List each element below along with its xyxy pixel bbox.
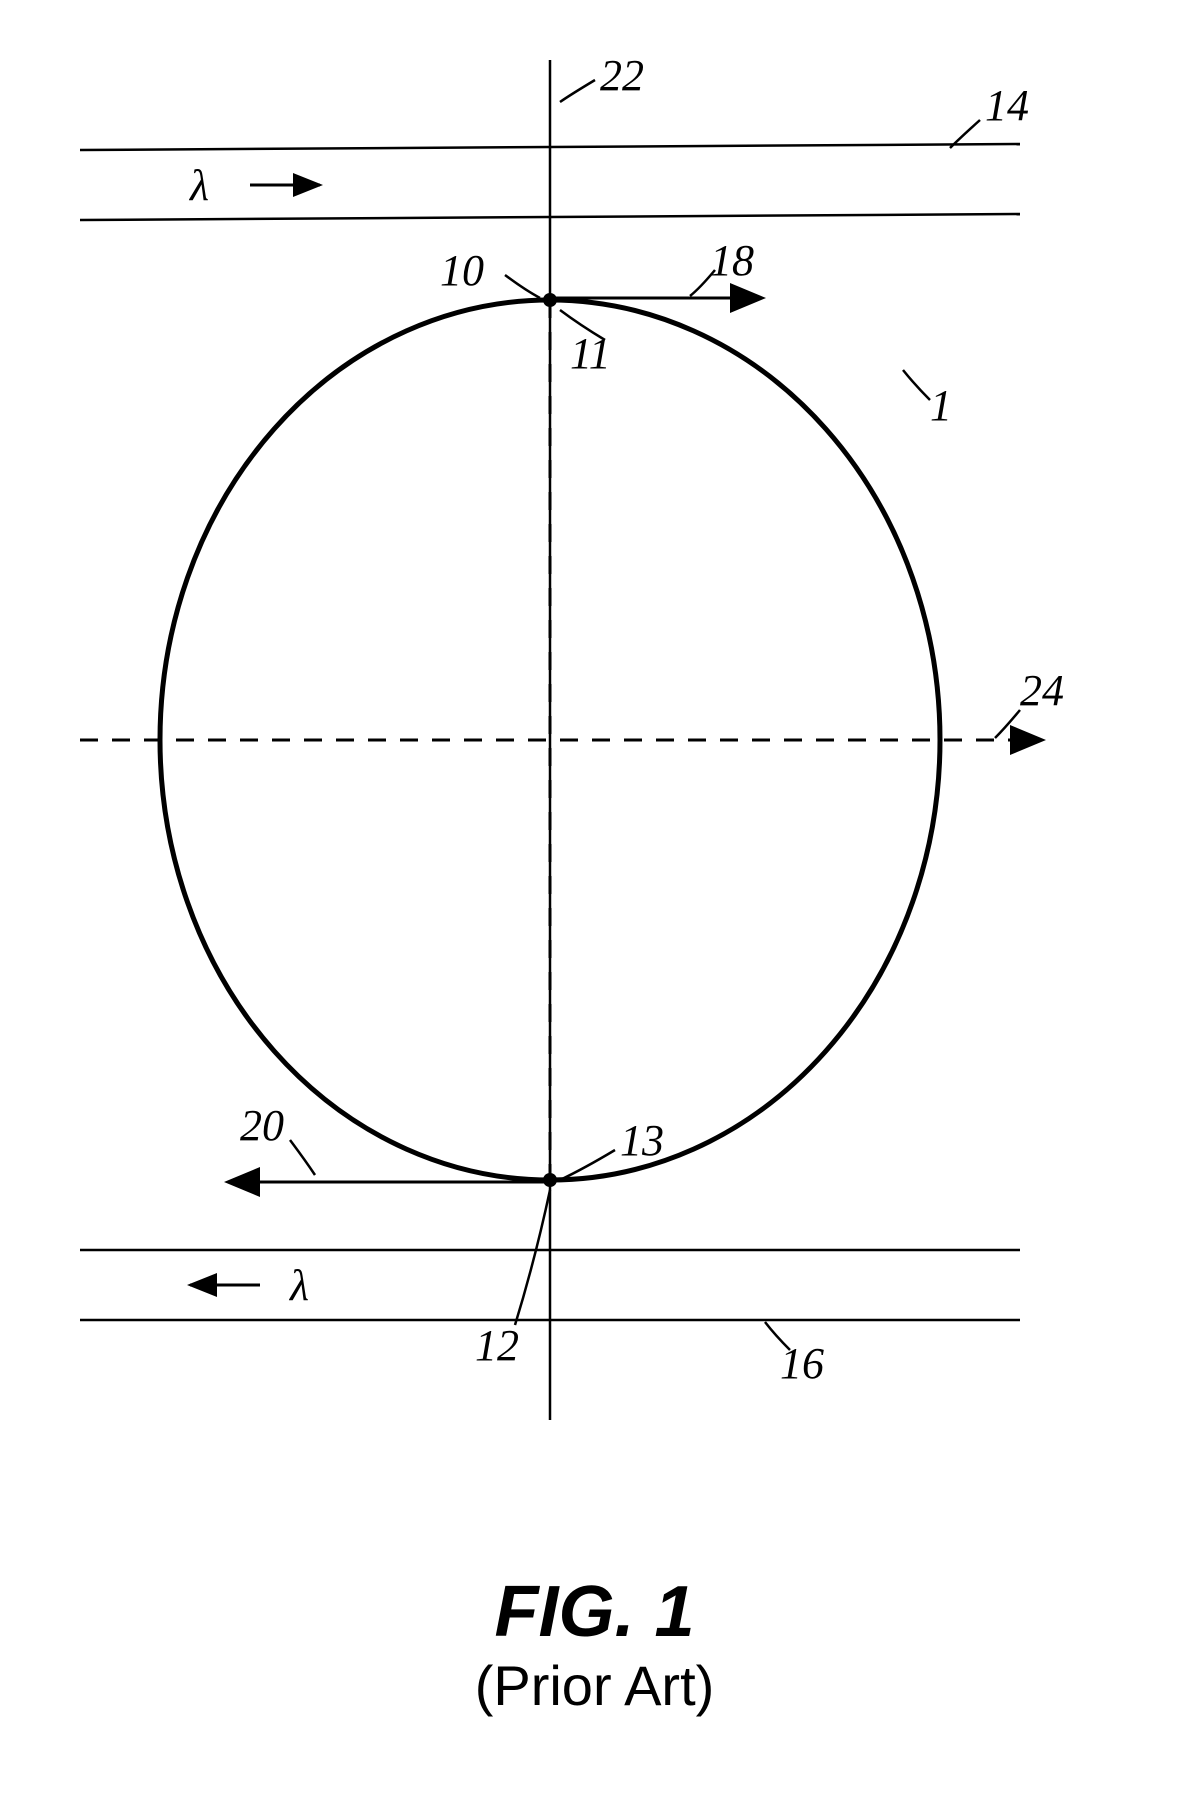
- label-14: 14: [985, 80, 1029, 131]
- figure-title: FIG. 1: [0, 1571, 1189, 1653]
- label-20: 20: [240, 1100, 284, 1151]
- label-12: 12: [475, 1320, 519, 1371]
- leader-1: [903, 370, 930, 400]
- leader-24: [995, 710, 1020, 738]
- figure-subtitle: (Prior Art): [0, 1653, 1189, 1718]
- label-11: 11: [570, 328, 611, 379]
- leader-22: [560, 80, 595, 102]
- diagram-container: 22 14 λ 10 18 11 1 24 20 13 λ 12 16: [60, 40, 1129, 1540]
- figure-caption: FIG. 1 (Prior Art): [0, 1571, 1189, 1718]
- diagram-svg: [60, 40, 1129, 1540]
- label-16: 16: [780, 1338, 824, 1389]
- label-22: 22: [600, 50, 644, 101]
- leader-20: [290, 1140, 315, 1175]
- label-lambda-bottom: λ: [290, 1260, 309, 1311]
- coupling-point-bottom: [543, 1173, 557, 1187]
- label-lambda-top: λ: [190, 160, 209, 211]
- label-10: 10: [440, 245, 484, 296]
- leader-12: [515, 1190, 550, 1325]
- label-24: 24: [1020, 665, 1064, 716]
- leader-10: [505, 275, 540, 298]
- label-18: 18: [710, 235, 754, 286]
- label-1: 1: [930, 380, 952, 431]
- coupling-point-top: [543, 293, 557, 307]
- label-13: 13: [620, 1115, 664, 1166]
